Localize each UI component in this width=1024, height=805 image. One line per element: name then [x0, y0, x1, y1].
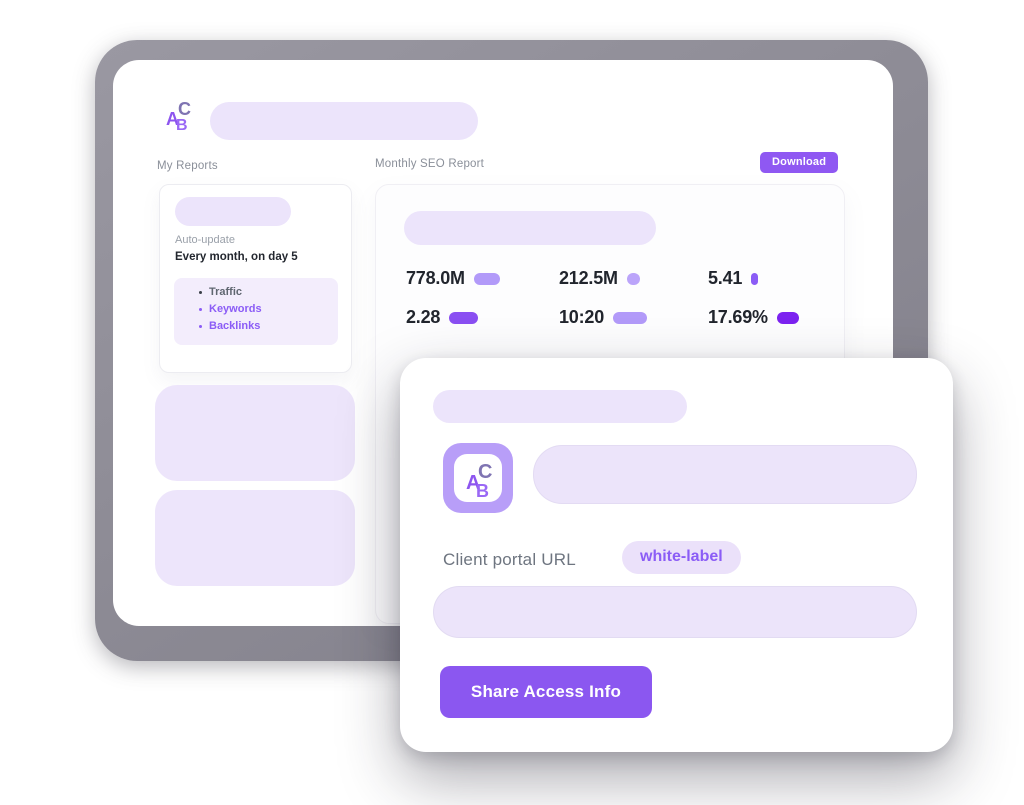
- logo-letter: C: [178, 99, 191, 119]
- schedule-text: Every month, on day 5: [175, 251, 298, 263]
- report-heading-placeholder: [404, 211, 656, 245]
- metric-bar: [751, 272, 759, 285]
- my-reports-label: My Reports: [157, 160, 218, 172]
- bullet-icon: [199, 290, 202, 294]
- portal-url-input[interactable]: [433, 586, 917, 638]
- logo-letter: B: [176, 117, 188, 134]
- list-item-traffic[interactable]: Traffic: [199, 286, 338, 298]
- brand-logo-icon: A C B: [466, 461, 496, 500]
- list-item-label: Backlinks: [209, 320, 261, 332]
- tracked-metrics-list: Traffic Keywords Backlinks: [174, 278, 338, 345]
- metric-bar: [449, 311, 479, 324]
- schedule-title-placeholder: [175, 197, 291, 226]
- logo-letter: B: [476, 481, 489, 501]
- share-access-info-button[interactable]: Share Access Info: [440, 666, 652, 718]
- metric-bar: [776, 311, 799, 324]
- brand-app-icon: A C B: [443, 443, 513, 513]
- metric-bar: [613, 311, 648, 324]
- metric-value: 212.5M: [559, 268, 618, 288]
- metric-value: 17.69%: [708, 307, 768, 327]
- metric-bar: [626, 272, 640, 285]
- metric-value: 2.28: [406, 307, 441, 327]
- metric-pages: 5.41: [708, 268, 759, 289]
- card-title-placeholder: [433, 390, 687, 423]
- logo-letter: A: [166, 109, 179, 129]
- metric-traffic: 778.0M: [406, 268, 500, 289]
- brand-logo-icon: A C B: [166, 99, 208, 144]
- schedule-card: Auto-update Every month, on day 5 Traffi…: [159, 184, 352, 373]
- workspace-name-input[interactable]: [533, 445, 917, 504]
- bullet-icon: [199, 324, 202, 328]
- bullet-icon: [199, 307, 202, 311]
- metric-rate: 2.28: [406, 307, 479, 328]
- metric-value: 5.41: [708, 268, 743, 288]
- list-item-label: Traffic: [209, 286, 243, 298]
- list-item-label: Keywords: [209, 303, 262, 315]
- list-item-keywords[interactable]: Keywords: [199, 303, 338, 315]
- share-access-card: A C B Client portal URL white-label Shar…: [400, 358, 953, 752]
- download-button[interactable]: Download: [760, 152, 839, 173]
- metric-value: 10:20: [559, 307, 605, 327]
- sidebar-skeleton-block: [155, 385, 355, 481]
- metric-duration: 10:20: [559, 307, 648, 328]
- client-portal-url-label: Client portal URL: [443, 550, 576, 569]
- report-title: Monthly SEO Report: [375, 158, 485, 170]
- list-item-backlinks[interactable]: Backlinks: [199, 320, 338, 332]
- metric-bounce: 17.69%: [708, 307, 799, 328]
- header-search-placeholder: [210, 102, 478, 140]
- app-icon-inner: A C B: [454, 454, 502, 502]
- logo-letter: A: [466, 472, 481, 494]
- metric-visits: 212.5M: [559, 268, 640, 289]
- metric-bar: [473, 272, 500, 285]
- auto-update-label: Auto-update: [175, 234, 235, 246]
- white-label-badge: white-label: [622, 541, 741, 574]
- sidebar-skeleton-block: [155, 490, 355, 586]
- metric-value: 778.0M: [406, 268, 465, 288]
- logo-letter: C: [478, 461, 493, 483]
